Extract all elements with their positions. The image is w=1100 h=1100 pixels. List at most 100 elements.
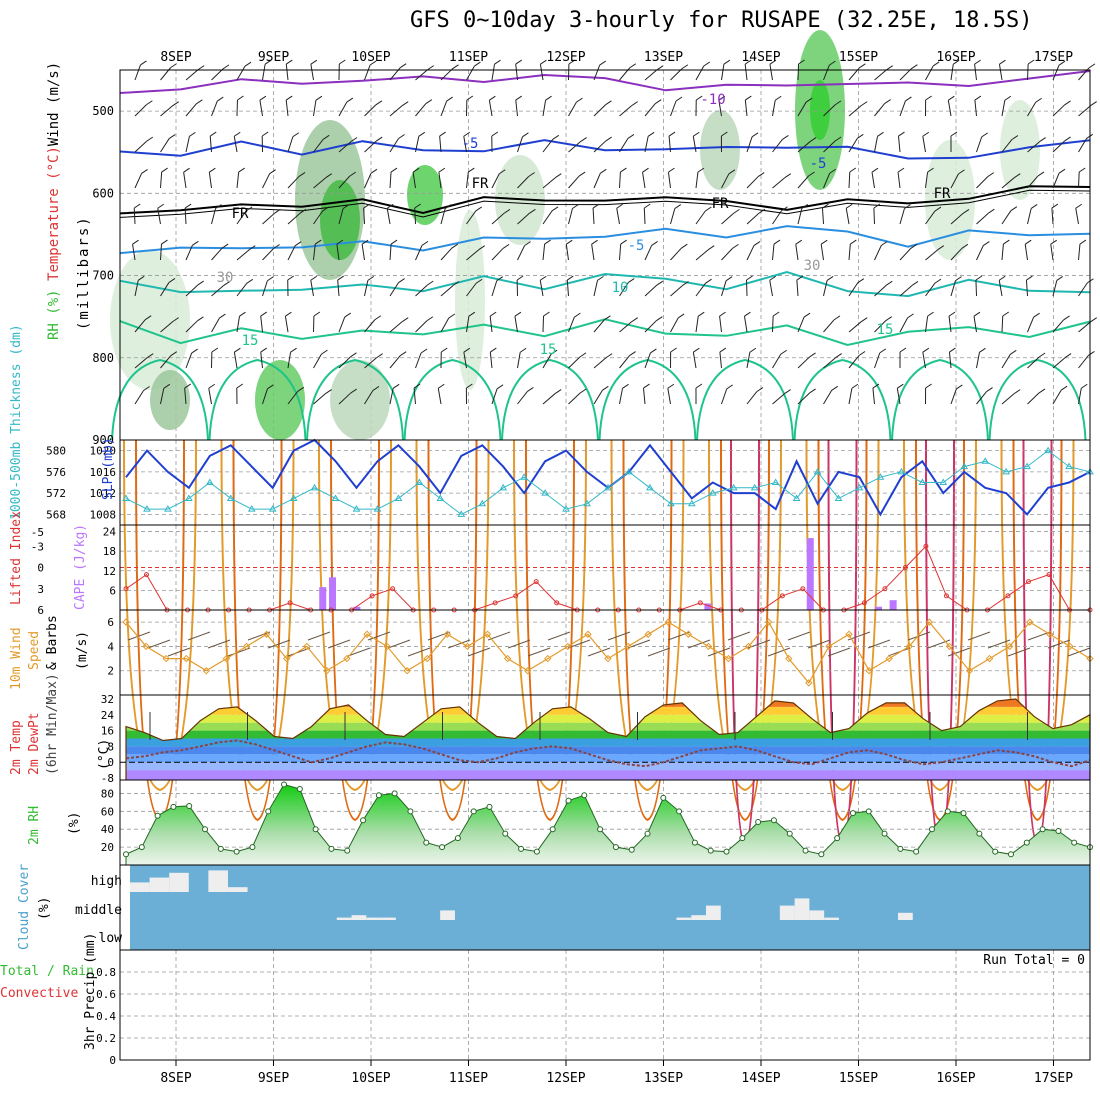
wind-barb-flag: [732, 243, 739, 249]
cloud-middle-bar: [691, 915, 706, 920]
wind-barb: [1078, 388, 1082, 405]
wind-barb: [439, 136, 442, 153]
wind-barb: [644, 320, 657, 333]
wind-barb-flag: [572, 204, 579, 209]
rh-point: [518, 845, 525, 852]
temp-band: [126, 762, 1090, 771]
wind-barb: [874, 352, 881, 369]
wind-barb: [440, 285, 454, 297]
wind-barb-flag: [1075, 203, 1083, 209]
contour-15-arch: [208, 358, 307, 441]
wind-barb: [592, 207, 595, 225]
wind-barb-flag: [189, 131, 196, 137]
rh-point: [818, 851, 825, 858]
wind-barb-flag: [466, 95, 474, 101]
wind-barb: [821, 208, 824, 225]
wind-ylabel-1: Speed: [27, 631, 42, 670]
wind-barb-flag: [880, 241, 888, 246]
wind-barb: [160, 138, 170, 153]
date-label-bottom: 13SEP: [644, 1071, 683, 1086]
wind-barb: [184, 388, 187, 405]
wind-barb-flag: [629, 351, 636, 357]
wind-barb-flag: [808, 171, 815, 177]
wind-barb: [746, 352, 751, 369]
wind-barb-flag: [399, 63, 407, 69]
wind-barb: [998, 280, 1003, 297]
wind-barb: [233, 136, 238, 153]
rh-area: [125, 783, 1091, 866]
li-point: [533, 579, 539, 585]
contour-label: FR: [472, 176, 489, 192]
rh-shade: [810, 80, 830, 140]
wind-barb-flag: [209, 131, 217, 137]
wind-barb: [236, 316, 240, 333]
wind-barb-flag: [1013, 389, 1021, 395]
wind-barb: [950, 280, 956, 297]
wind-barb-flag: [833, 315, 841, 321]
wind-barb-flag: [616, 203, 624, 209]
wind-barb: [463, 136, 467, 153]
wind-barb-flag: [1010, 206, 1018, 212]
wind-barb: [208, 172, 212, 189]
cape-bar: [889, 600, 897, 610]
labels-layer: 500600700800900-10-5-5FRFRFRFR-510151515…: [0, 50, 1085, 1086]
temp-arch: [610, 439, 685, 792]
wind-barb: [236, 283, 248, 297]
wind-barb: [517, 176, 529, 189]
li-point: [369, 593, 375, 599]
wind-barb: [823, 280, 828, 297]
date-label-bottom: 17SEP: [1034, 1071, 1073, 1086]
wind-barb: [873, 207, 875, 225]
rh-point: [581, 792, 588, 799]
wind-barb-flag: [386, 203, 394, 209]
li-point: [861, 600, 867, 606]
wind-barb-flag: [141, 168, 148, 174]
wind-barb: [310, 64, 314, 81]
wind-barb-flag: [829, 168, 836, 174]
contour-15-arch: [988, 358, 1087, 441]
wind-barb: [313, 353, 322, 369]
wind-barb-flag: [932, 61, 940, 67]
cloud-tick: middle: [75, 903, 122, 918]
wind-barb: [974, 100, 977, 117]
wind-barb: [1025, 280, 1028, 297]
surface-barb: [427, 631, 451, 641]
temp-ylabel-1: 2m DewPt: [27, 712, 42, 775]
wind-barb-flag: [1064, 100, 1071, 106]
wind-barb-flag: [927, 311, 934, 317]
wind-barb: [415, 320, 428, 333]
cloud-middle-bar: [824, 917, 839, 920]
wind-barb: [619, 105, 633, 117]
wind-barb: [364, 173, 372, 189]
thickness-tick: 576: [46, 466, 66, 479]
cloud-middle-bar: [366, 917, 382, 920]
li-point: [513, 593, 519, 599]
wind-barb: [593, 390, 603, 405]
wind-barb: [364, 140, 377, 153]
wind-barb: [1078, 171, 1080, 189]
wind-barb: [438, 172, 442, 189]
wind-barb-flag: [772, 311, 780, 317]
cloud-ylabel: Cloud Cover: [17, 864, 32, 950]
wind-barb-flag: [524, 241, 531, 247]
wind-barb: [491, 388, 498, 405]
wind-barb-flag: [974, 95, 982, 101]
thickness-line-point: [1044, 446, 1052, 454]
wind-barb-flag: [452, 281, 460, 286]
wind-barb-flag: [184, 203, 192, 209]
thickness-line-point: [373, 505, 382, 512]
wind-barb-flag: [208, 383, 216, 389]
wind-barb: [414, 207, 416, 225]
wind-barb: [670, 68, 683, 81]
wind-barb: [517, 391, 528, 405]
cape-ylabel: CAPE (J/kg): [73, 524, 88, 610]
wind-barb-flag: [721, 131, 728, 137]
wind-point: [865, 667, 873, 675]
wind-barb: [1027, 63, 1029, 81]
wind-barb: [797, 356, 810, 369]
surface-barb: [507, 639, 531, 649]
wind-point: [483, 630, 492, 638]
wind-point: [965, 667, 974, 675]
wind-barb: [644, 103, 656, 117]
thickness-line-point: [499, 483, 508, 491]
